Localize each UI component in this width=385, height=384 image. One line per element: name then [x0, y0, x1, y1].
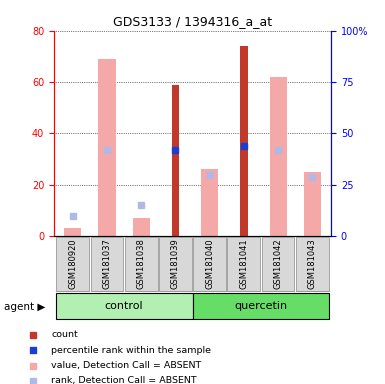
Bar [56, 237, 89, 291]
Bar [304, 172, 321, 236]
Bar [228, 237, 260, 291]
Text: control: control [105, 301, 143, 311]
Text: GSM180920: GSM180920 [68, 239, 77, 289]
Bar [132, 218, 150, 236]
Text: percentile rank within the sample: percentile rank within the sample [51, 346, 211, 355]
Bar [172, 84, 179, 236]
Bar [201, 169, 218, 236]
Bar [192, 293, 330, 319]
Text: value, Detection Call = ABSENT: value, Detection Call = ABSENT [51, 361, 201, 370]
Bar [90, 237, 123, 291]
Bar [193, 237, 226, 291]
Bar [64, 228, 81, 236]
Text: count: count [51, 330, 78, 339]
Bar [296, 237, 329, 291]
Text: GSM181040: GSM181040 [205, 239, 214, 289]
Bar [99, 59, 116, 236]
Text: GSM181041: GSM181041 [239, 239, 248, 289]
Bar [270, 77, 286, 236]
Text: GSM181042: GSM181042 [274, 239, 283, 289]
Text: GSM181038: GSM181038 [137, 238, 146, 290]
Text: rank, Detection Call = ABSENT: rank, Detection Call = ABSENT [51, 376, 197, 384]
Bar [240, 46, 248, 236]
Text: GSM181043: GSM181043 [308, 238, 317, 290]
Text: GSM181039: GSM181039 [171, 238, 180, 290]
Text: agent ▶: agent ▶ [4, 302, 45, 312]
Bar [159, 237, 192, 291]
Text: GSM181037: GSM181037 [102, 238, 111, 290]
Title: GDS3133 / 1394316_a_at: GDS3133 / 1394316_a_at [113, 15, 272, 28]
Text: quercetin: quercetin [234, 301, 288, 311]
Bar [125, 237, 157, 291]
Bar [262, 237, 295, 291]
Bar [55, 293, 192, 319]
